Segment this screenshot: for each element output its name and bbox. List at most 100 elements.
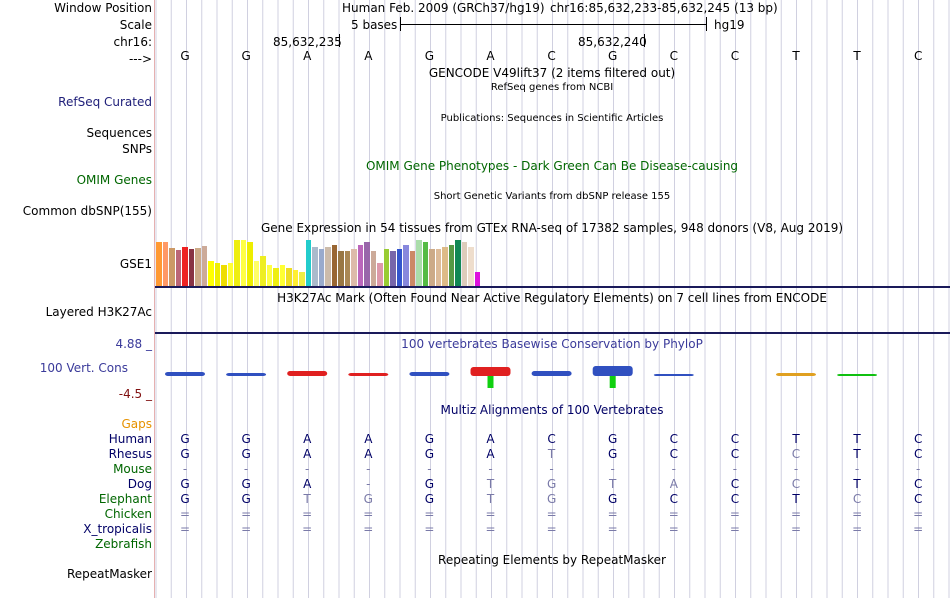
gtex-tissue-bar[interactable] — [318, 249, 325, 286]
species-label[interactable]: Rhesus — [108, 447, 152, 461]
species-label[interactable]: Zebrafish — [95, 537, 152, 551]
gtex-tissue-bar[interactable] — [253, 261, 260, 286]
gtex-tissue-bar[interactable] — [468, 247, 474, 286]
gtex-tissue-bar[interactable] — [416, 240, 422, 286]
gtex-tissue-bar[interactable] — [396, 249, 403, 286]
pubs-track-title[interactable]: Publications: Sequences in Scientific Ar… — [440, 113, 664, 124]
multiz-alignment[interactable]: Human G G A A G A C G C C T T C Rhesus G G A A G A T G C C C T C Mou… — [0, 432, 950, 552]
gtex-tissue-bar[interactable] — [266, 265, 273, 286]
gtex-tissue-bar[interactable] — [344, 251, 351, 286]
gtex-tissue-bar[interactable] — [260, 256, 266, 286]
snps-track-label[interactable]: SNPs — [122, 142, 152, 156]
gtex-track-label[interactable]: GSE1 — [119, 257, 152, 271]
cons-track-title[interactable]: 100 vertebrates Basewise Conservation by… — [401, 337, 703, 351]
dbsnp-track-label[interactable]: Common dbSNP(155) — [22, 204, 152, 218]
alignment-base: = — [424, 507, 435, 521]
gtex-tissue-bar[interactable] — [383, 249, 390, 286]
gtex-tissue-bar[interactable] — [429, 249, 435, 286]
gtex-tissue-bar[interactable] — [448, 245, 455, 286]
base-letter: C — [730, 49, 740, 63]
gtex-tissue-bar[interactable] — [286, 268, 292, 286]
gtex-tissue-bar[interactable] — [442, 247, 448, 286]
ruler-tick-2 — [644, 34, 645, 47]
gtex-tissue-bar[interactable] — [175, 250, 182, 286]
alignment-base: C — [547, 432, 556, 446]
cons-logo-mark — [165, 372, 205, 376]
gtex-tissue-bar[interactable] — [201, 246, 208, 286]
species-label[interactable]: Dog — [127, 477, 152, 491]
scale-label: Scale — [119, 18, 152, 32]
gtex-tissue-bar[interactable] — [188, 249, 195, 286]
gtex-tissue-bar[interactable] — [208, 261, 214, 286]
gtex-tissue-bar[interactable] — [435, 249, 442, 286]
gtex-tissue-bar[interactable] — [409, 251, 416, 286]
cons-track-label[interactable]: 100 Vert. Cons — [39, 361, 128, 375]
refseq-track-title[interactable]: RefSeq genes from NCBI — [490, 82, 614, 93]
alignment-base: G — [363, 492, 373, 506]
alignment-base: = — [790, 507, 802, 521]
species-label[interactable]: Mouse — [113, 462, 152, 476]
gtex-bar-chart[interactable] — [155, 238, 555, 286]
gtex-tissue-bar[interactable] — [227, 263, 234, 286]
gtex-tissue-bar[interactable] — [403, 245, 409, 286]
gtex-tissue-bar[interactable] — [182, 247, 188, 286]
alignment-base: C — [913, 432, 923, 446]
species-label[interactable]: Elephant — [98, 492, 152, 506]
gtex-tissue-bar[interactable] — [195, 248, 201, 286]
gtex-tissue-bar[interactable] — [292, 270, 299, 286]
refseq-track-label[interactable]: RefSeq Curated — [58, 95, 152, 109]
gtex-tissue-bar[interactable] — [221, 265, 227, 286]
gtex-tissue-bar[interactable] — [247, 242, 253, 286]
alignment-base: - — [488, 462, 493, 476]
gtex-tissue-bar[interactable] — [273, 268, 279, 286]
gtex-tissue-bar[interactable] — [240, 240, 247, 286]
gtex-tissue-bar[interactable] — [377, 263, 383, 286]
gtex-tissue-bar[interactable] — [156, 242, 162, 286]
species-label[interactable]: Chicken — [104, 507, 152, 521]
gtex-tissue-bar[interactable] — [305, 240, 312, 286]
gtex-tissue-bar[interactable] — [390, 251, 396, 286]
alignment-base: C — [669, 447, 678, 461]
gtex-tissue-bar[interactable] — [422, 242, 429, 286]
h3k27ac-track-label[interactable]: Layered H3K27Ac — [45, 305, 152, 319]
omim-track-title[interactable]: OMIM Gene Phenotypes - Dark Green Can Be… — [365, 159, 739, 173]
gtex-tissue-bar[interactable] — [370, 251, 377, 286]
alignment-base: C — [791, 447, 801, 461]
gtex-tissue-bar[interactable] — [162, 242, 169, 286]
gtex-tissue-bar[interactable] — [455, 240, 461, 286]
repeat-track-label[interactable]: RepeatMasker — [66, 567, 152, 581]
conservation-logo-plot[interactable] — [155, 362, 950, 398]
gtex-tissue-bar[interactable] — [299, 272, 305, 286]
alignment-base: - — [427, 462, 432, 476]
gtex-tissue-bar[interactable] — [169, 248, 175, 286]
species-label[interactable]: Human — [108, 432, 152, 446]
species-label[interactable]: X_tropicalis — [83, 522, 152, 536]
gtex-tissue-bar[interactable] — [364, 242, 370, 286]
alignment-base: T — [853, 477, 861, 491]
base-letter: C — [547, 49, 556, 63]
gtex-tissue-bar[interactable] — [279, 265, 286, 286]
alignment-base: G — [424, 447, 435, 461]
sequences-track-label[interactable]: Sequences — [86, 126, 152, 140]
gtex-track-title[interactable]: Gene Expression in 54 tissues from GTEx … — [260, 221, 844, 235]
gencode-track-title[interactable]: GENCODE V49lift37 (2 items filtered out) — [428, 66, 676, 80]
dbsnp-track-title[interactable]: Short Genetic Variants from dbSNP releas… — [433, 191, 671, 202]
alignment-base: = — [485, 522, 496, 536]
repeat-track-title[interactable]: Repeating Elements by RepeatMasker — [438, 553, 666, 567]
alignment-base: = — [729, 507, 740, 521]
alignment-base: C — [730, 492, 740, 506]
gtex-tissue-bar[interactable] — [331, 245, 338, 286]
gtex-tissue-bar[interactable] — [357, 245, 364, 286]
gtex-tissue-bar[interactable] — [474, 272, 481, 286]
multiz-track-title[interactable]: Multiz Alignments of 100 Vertebrates — [440, 403, 664, 417]
gtex-tissue-bar[interactable] — [214, 263, 221, 286]
gtex-tissue-bar[interactable] — [234, 240, 240, 286]
gtex-tissue-bar[interactable] — [312, 247, 318, 286]
gtex-tissue-bar[interactable] — [325, 247, 331, 286]
gtex-tissue-bar[interactable] — [461, 242, 468, 286]
gtex-tissue-bar[interactable] — [338, 251, 344, 286]
h3k27ac-track-title[interactable]: H3K27Ac Mark (Often Found Near Active Re… — [277, 291, 827, 305]
omim-track-label[interactable]: OMIM Genes — [76, 173, 152, 187]
position-text[interactable]: chr16:85,632,233-85,632,245 (13 bp) — [550, 1, 778, 15]
gtex-tissue-bar[interactable] — [351, 249, 357, 286]
